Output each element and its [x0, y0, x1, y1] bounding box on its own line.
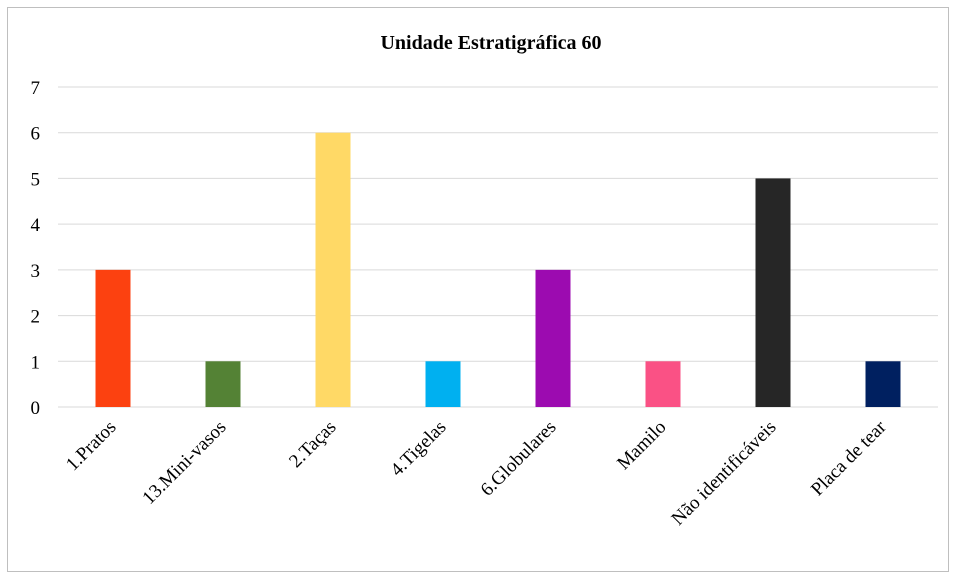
y-tick-label: 1	[31, 352, 41, 373]
x-tick-label: Placa de tear	[807, 416, 891, 500]
chart-area	[7, 7, 949, 572]
x-tick-label: Não identificáveis	[668, 417, 781, 530]
bar	[865, 361, 901, 407]
y-axis-ticks: 0 1 2 3 4 5 6 7	[31, 78, 41, 419]
y-tick-label: 6	[31, 124, 41, 145]
bar	[315, 132, 351, 407]
chart-title: Unidade Estratigráfica 60	[380, 32, 601, 54]
y-tick-label: 2	[31, 307, 41, 328]
bar	[425, 361, 461, 407]
x-axis-ticks: 1.Pratos 13.Mini-vasos 2.Taças 4.Tigelas 6.G…	[62, 416, 891, 529]
x-tick-label: 2.Taças	[285, 417, 340, 472]
bar	[645, 361, 681, 407]
bar	[755, 178, 791, 407]
x-tick-label: Mamilo	[613, 417, 670, 474]
x-tick-label: 4.Tigelas	[387, 417, 451, 481]
bars	[95, 132, 901, 407]
x-tick-label: 1.Pratos	[62, 417, 121, 476]
y-tick-label: 4	[31, 215, 41, 236]
bar	[535, 269, 571, 407]
x-tick-label: 13.Mini-vasos	[138, 417, 230, 509]
bar	[95, 269, 131, 407]
bar	[205, 361, 241, 407]
y-tick-label: 7	[31, 78, 41, 99]
y-tick-label: 0	[31, 398, 41, 419]
y-tick-label: 5	[31, 169, 41, 190]
gridlines	[58, 86, 938, 408]
x-tick-label: 6.Globulares	[477, 417, 561, 501]
y-tick-label: 3	[31, 261, 41, 282]
